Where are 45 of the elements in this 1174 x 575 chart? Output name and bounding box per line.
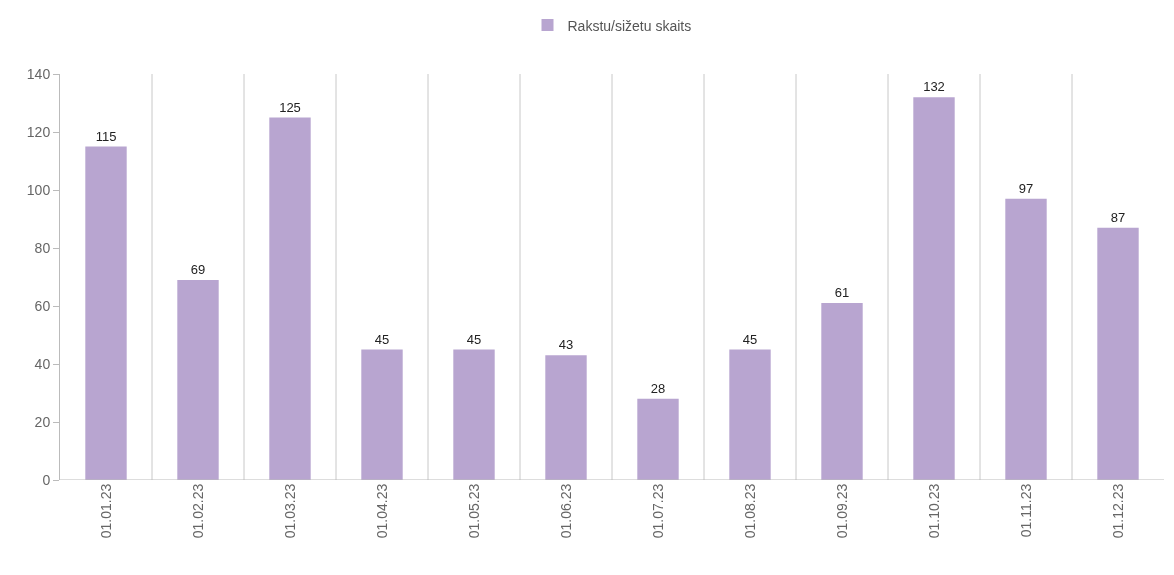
bar (361, 349, 403, 480)
y-tick-label: 80 (34, 239, 51, 256)
data-label: 45 (466, 331, 482, 347)
x-tick-label: 01.09.23 (833, 483, 850, 539)
data-label: 28 (650, 380, 666, 396)
y-tick-label: 0 (42, 471, 51, 488)
bar (913, 97, 955, 480)
x-tick-label: 01.03.23 (281, 483, 298, 539)
data-label: 115 (95, 128, 117, 144)
x-tick-label: 01.01.23 (97, 483, 114, 539)
x-tick-label: 01.12.23 (1109, 483, 1126, 539)
x-tick-label: 01.08.23 (741, 483, 758, 539)
legend-label: Rakstu/sižetu skaits (567, 17, 692, 34)
data-label: 87 (1110, 209, 1126, 225)
bar (637, 398, 679, 480)
data-label: 97 (1018, 180, 1034, 196)
bar (453, 349, 495, 480)
bar (1005, 198, 1047, 480)
y-tick-label: 40 (34, 355, 51, 372)
data-label: 69 (190, 261, 206, 277)
x-tick-label: 01.02.23 (189, 483, 206, 539)
bar (85, 146, 127, 480)
y-tick-label: 120 (26, 123, 51, 140)
data-label: 61 (834, 285, 850, 301)
bar (1097, 227, 1139, 480)
y-tick-label: 100 (26, 181, 51, 198)
data-label: 43 (558, 337, 574, 353)
y-tick-label: 60 (34, 297, 51, 314)
y-tick-label: 140 (26, 65, 51, 82)
x-tick-label: 01.05.23 (465, 483, 482, 539)
x-tick-label: 01.04.23 (373, 483, 390, 539)
data-label: 45 (742, 331, 758, 347)
data-label: 45 (374, 331, 390, 347)
bar (545, 355, 587, 480)
x-tick-label: 01.11.23 (1017, 483, 1034, 538)
data-label: 125 (279, 99, 301, 115)
bar (177, 279, 219, 480)
x-tick-label: 01.10.23 (925, 483, 942, 539)
y-tick-label: 20 (34, 413, 51, 430)
bar (729, 349, 771, 480)
x-tick-label: 01.07.23 (649, 483, 666, 539)
bar (821, 303, 863, 480)
x-tick-label: 01.06.23 (557, 483, 574, 539)
data-label: 132 (923, 79, 945, 95)
bar (269, 117, 311, 480)
